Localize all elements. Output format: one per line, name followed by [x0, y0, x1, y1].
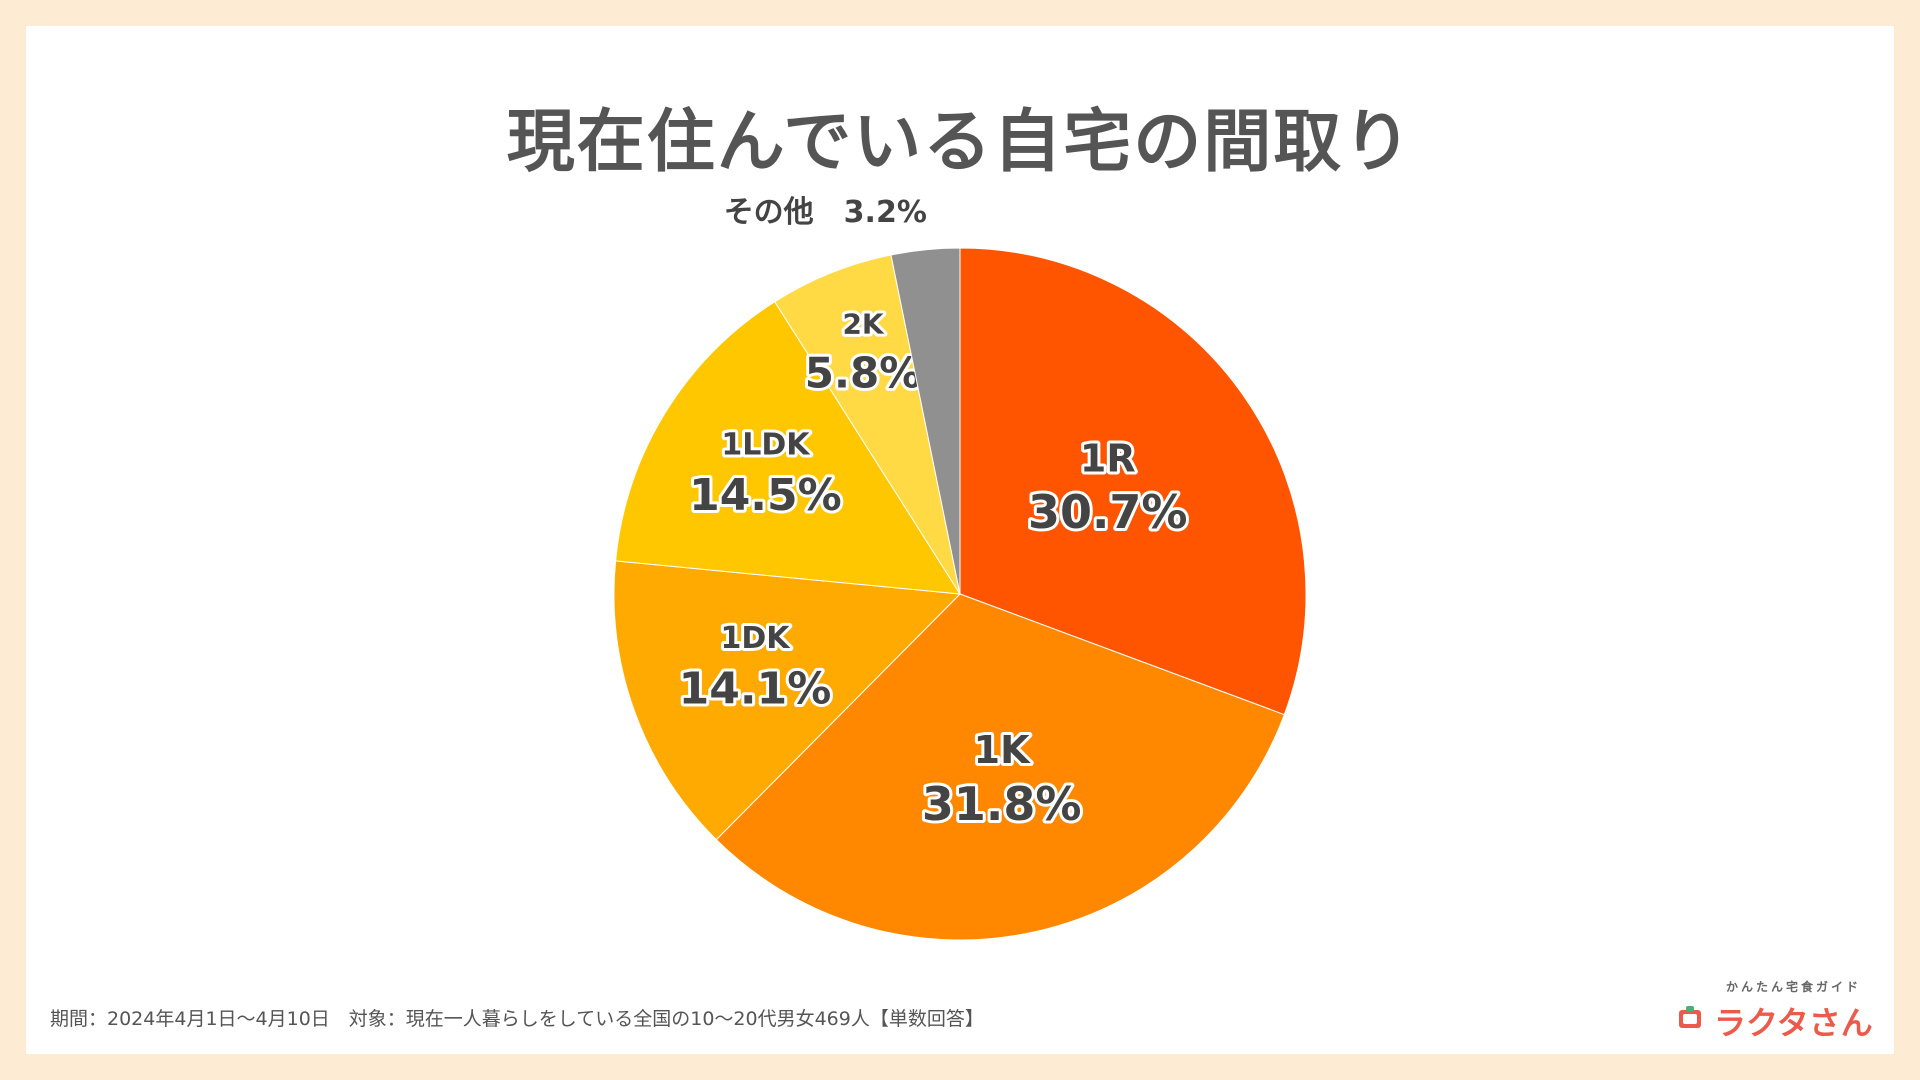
slice-value-1ldk: 14.5% — [689, 470, 842, 521]
pie-chart: 1R 30.7% 1K 31.8% 1DK 14.1% 1LDK 14.5% 2K 5.8% その他… — [613, 195, 1307, 941]
logo-wordmark: ラクタさん — [1714, 1004, 1873, 1042]
pie-slice-1ldk — [615, 301, 961, 595]
slice-label-1ldk: 1LDK — [721, 427, 811, 462]
slice-value-1k: 31.8% — [922, 777, 1082, 831]
brand-logo: かんたん宅食ガイド ラクタさん — [1674, 976, 1874, 1046]
chart-title: 現在住んでいる自宅の間取り — [506, 103, 1414, 182]
slice-value-1r: 30.7% — [1028, 485, 1188, 539]
chart-card: 現在住んでいる自宅の間取り 1R 30.7% 1K 31.8% 1DK 14.1% 1LDK… — [26, 26, 1894, 1054]
pie-slice-1r — [959, 247, 1307, 716]
survey-footnote: 期間：2024年4月1日〜4月10日 対象：現在一人暮らしをしている全国の10〜… — [50, 1008, 984, 1030]
slice-label-1r: 1R — [1080, 436, 1136, 480]
slice-label-other: その他 3.2% — [724, 195, 927, 230]
slice-value-1dk: 14.1% — [679, 663, 832, 714]
logo-tagline: かんたん宅食ガイド — [1726, 980, 1862, 994]
pie-slice-other — [890, 247, 961, 595]
pie-slice-1dk — [613, 560, 962, 841]
slice-label-1dk: 1DK — [720, 621, 791, 656]
pie-slice-1k — [715, 593, 1285, 941]
slice-label-1k: 1K — [974, 728, 1031, 772]
food-box-icon — [1679, 1006, 1701, 1028]
slice-value-2k: 5.8% — [805, 348, 921, 397]
slice-label-2k: 2K — [842, 307, 884, 340]
pie-slice-2k — [774, 254, 961, 595]
